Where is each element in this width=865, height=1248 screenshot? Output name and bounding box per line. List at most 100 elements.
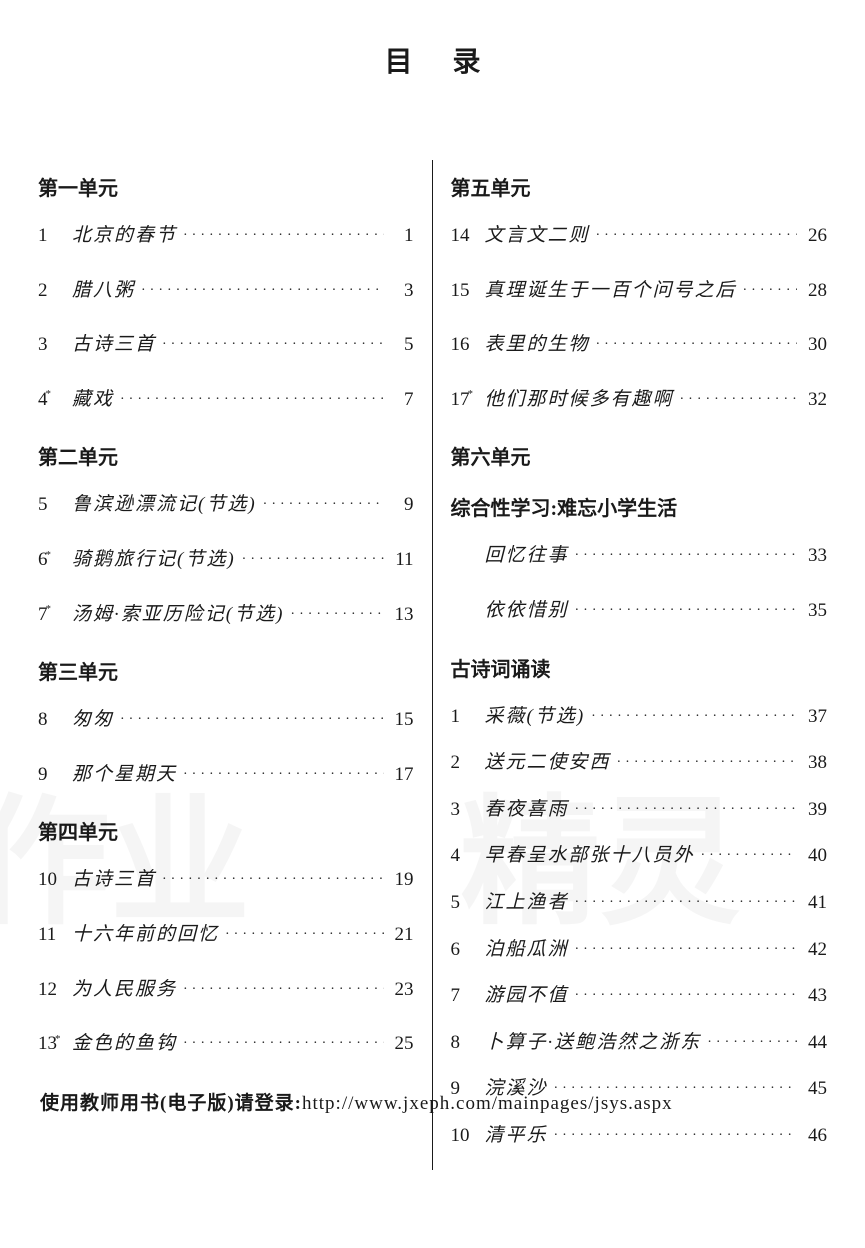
leader-dots: ········································… — [737, 281, 797, 301]
leader-dots: ········································… — [569, 546, 797, 566]
leader-dots: ········································… — [114, 390, 383, 410]
entry-label: 藏戏 — [72, 387, 114, 414]
page-title: 目录 — [20, 40, 845, 80]
leader-dots: ········································… — [156, 870, 383, 890]
toc-entry: 8匆匆·····································… — [38, 707, 414, 734]
toc-entry: 10清平乐···································… — [451, 1123, 828, 1150]
entry-number: 6 — [451, 937, 485, 964]
entry-number: 9 — [38, 762, 72, 789]
toc-entry: 6泊船瓜洲···································… — [451, 937, 828, 964]
toc-entry: 9那个星期天··································… — [38, 762, 414, 789]
entry-page: 35 — [797, 598, 827, 625]
entry-number: 14 — [451, 223, 485, 250]
leader-dots: ········································… — [284, 605, 383, 625]
toc-entry: 4*藏戏····································… — [38, 387, 414, 414]
toc-entry: 13*金色的鱼钩································… — [38, 1031, 414, 1058]
entry-page: 3 — [384, 278, 414, 305]
entry-page: 41 — [797, 890, 827, 917]
leader-dots: ········································… — [695, 846, 797, 866]
entry-page: 28 — [797, 278, 827, 305]
entry-label: 腊八粥 — [72, 278, 135, 305]
leader-dots: ········································… — [156, 335, 383, 355]
entry-number: 2 — [451, 750, 485, 777]
entry-number: 1 — [38, 223, 72, 250]
entry-number: 7* — [38, 602, 72, 629]
toc-entry: 8卜算子·送鲍浩然之浙东····························… — [451, 1030, 828, 1057]
leader-dots: ········································… — [569, 986, 797, 1006]
entry-page: 17 — [384, 762, 414, 789]
entry-page: 25 — [384, 1031, 414, 1058]
entry-page: 40 — [797, 843, 827, 870]
toc-entry: 2腊八粥····································… — [38, 278, 414, 305]
entry-page: 37 — [797, 704, 827, 731]
leader-dots: ········································… — [569, 601, 797, 621]
entry-page: 15 — [384, 707, 414, 734]
entry-page: 45 — [797, 1076, 827, 1103]
entry-label: 卜算子·送鲍浩然之浙东 — [485, 1030, 702, 1057]
leader-dots: ········································… — [590, 226, 797, 246]
toc-entry: 16表里的生物·································… — [451, 332, 828, 359]
leader-dots: ········································… — [177, 980, 383, 1000]
entry-number: 10 — [451, 1123, 485, 1150]
entry-number: 3 — [451, 797, 485, 824]
leader-dots: ········································… — [219, 925, 383, 945]
unit-heading: 第三单元 — [38, 656, 414, 685]
leader-dots: ········································… — [611, 753, 797, 773]
entry-page: 46 — [797, 1123, 827, 1150]
right-column: 第五单元14文言文二则·····························… — [433, 160, 846, 1170]
toc-entry: 11十六年前的回忆·······························… — [38, 922, 414, 949]
entry-label: 文言文二则 — [485, 223, 590, 250]
entry-number: 7 — [451, 983, 485, 1010]
entry-label: 泊船瓜洲 — [485, 937, 569, 964]
leader-dots: ········································… — [135, 281, 383, 301]
leader-dots: ········································… — [177, 226, 383, 246]
unit-heading: 第四单元 — [38, 816, 414, 845]
unit-heading: 第二单元 — [38, 441, 414, 470]
entry-number: 6* — [38, 547, 72, 574]
left-column: 第一单元1北京的春节······························… — [20, 160, 433, 1170]
toc-entry: 6*骑鹅旅行记(节选)·····························… — [38, 547, 414, 574]
entry-number: 4* — [38, 387, 72, 414]
leader-dots: ········································… — [590, 335, 797, 355]
sub-heading: 综合性学习:难忘小学生活 — [451, 492, 828, 521]
entry-label: 春夜喜雨 — [485, 797, 569, 824]
entry-page: 9 — [384, 492, 414, 519]
entry-page: 33 — [797, 543, 827, 570]
entry-number: 1 — [451, 704, 485, 731]
entry-label: 江上渔者 — [485, 890, 569, 917]
leader-dots: ········································… — [177, 1034, 383, 1054]
entry-number: 10 — [38, 867, 72, 894]
entry-label: 古诗三首 — [72, 332, 156, 359]
entry-page: 32 — [797, 387, 827, 414]
toc-entry: 15真理诞生于一百个问号之后··························… — [451, 278, 828, 305]
entry-label: 清平乐 — [485, 1123, 548, 1150]
toc-entry: 4早春呈水部张十八员外·····························… — [451, 843, 828, 870]
entry-page: 7 — [384, 387, 414, 414]
entry-label: 为人民服务 — [72, 977, 177, 1004]
toc-entry: 5鲁滨逊漂流记(节选)·····························… — [38, 492, 414, 519]
leader-dots: ········································… — [257, 495, 384, 515]
entry-label: 真理诞生于一百个问号之后 — [485, 278, 737, 305]
sub-heading: 古诗词诵读 — [451, 653, 828, 682]
entry-number: 5 — [451, 890, 485, 917]
entry-label: 依依惜别 — [451, 598, 569, 625]
toc-entry: 1采薇(节选)·································… — [451, 704, 828, 731]
leader-dots: ········································… — [569, 893, 797, 913]
entry-page: 43 — [797, 983, 827, 1010]
toc-columns: 第一单元1北京的春节······························… — [20, 160, 845, 1170]
entry-number: 11 — [38, 922, 72, 949]
toc-entry: 依依惜别····································… — [451, 598, 828, 625]
entry-number: 2 — [38, 278, 72, 305]
toc-entry: 17*他们那时候多有趣啊····························… — [451, 387, 828, 414]
toc-entry: 1北京的春节··································… — [38, 223, 414, 250]
toc-entry: 14文言文二则·································… — [451, 223, 828, 250]
footer-note: 使用教师用书(电子版)请登录:http://www.jxeph.com/main… — [40, 1088, 673, 1115]
leader-dots: ········································… — [177, 765, 383, 785]
entry-label: 游园不值 — [485, 983, 569, 1010]
footer-url: http://www.jxeph.com/mainpages/jsys.aspx — [302, 1093, 673, 1114]
entry-number: 16 — [451, 332, 485, 359]
entry-label: 十六年前的回忆 — [72, 922, 219, 949]
toc-entry: 7*汤姆·索亚历险记(节选)··························… — [38, 602, 414, 629]
entry-page: 26 — [797, 223, 827, 250]
entry-page: 11 — [384, 547, 414, 574]
